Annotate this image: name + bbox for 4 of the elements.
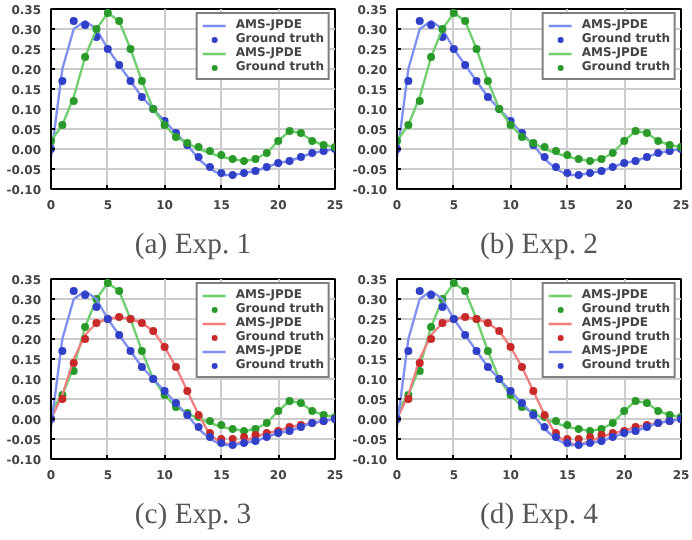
text: (a) Exp. 1 <box>134 229 252 261</box>
text: (d) Exp. 4 <box>479 499 600 531</box>
text: (c) Exp. 3 <box>134 499 252 531</box>
text: (b) Exp. 2 <box>479 229 599 261</box>
